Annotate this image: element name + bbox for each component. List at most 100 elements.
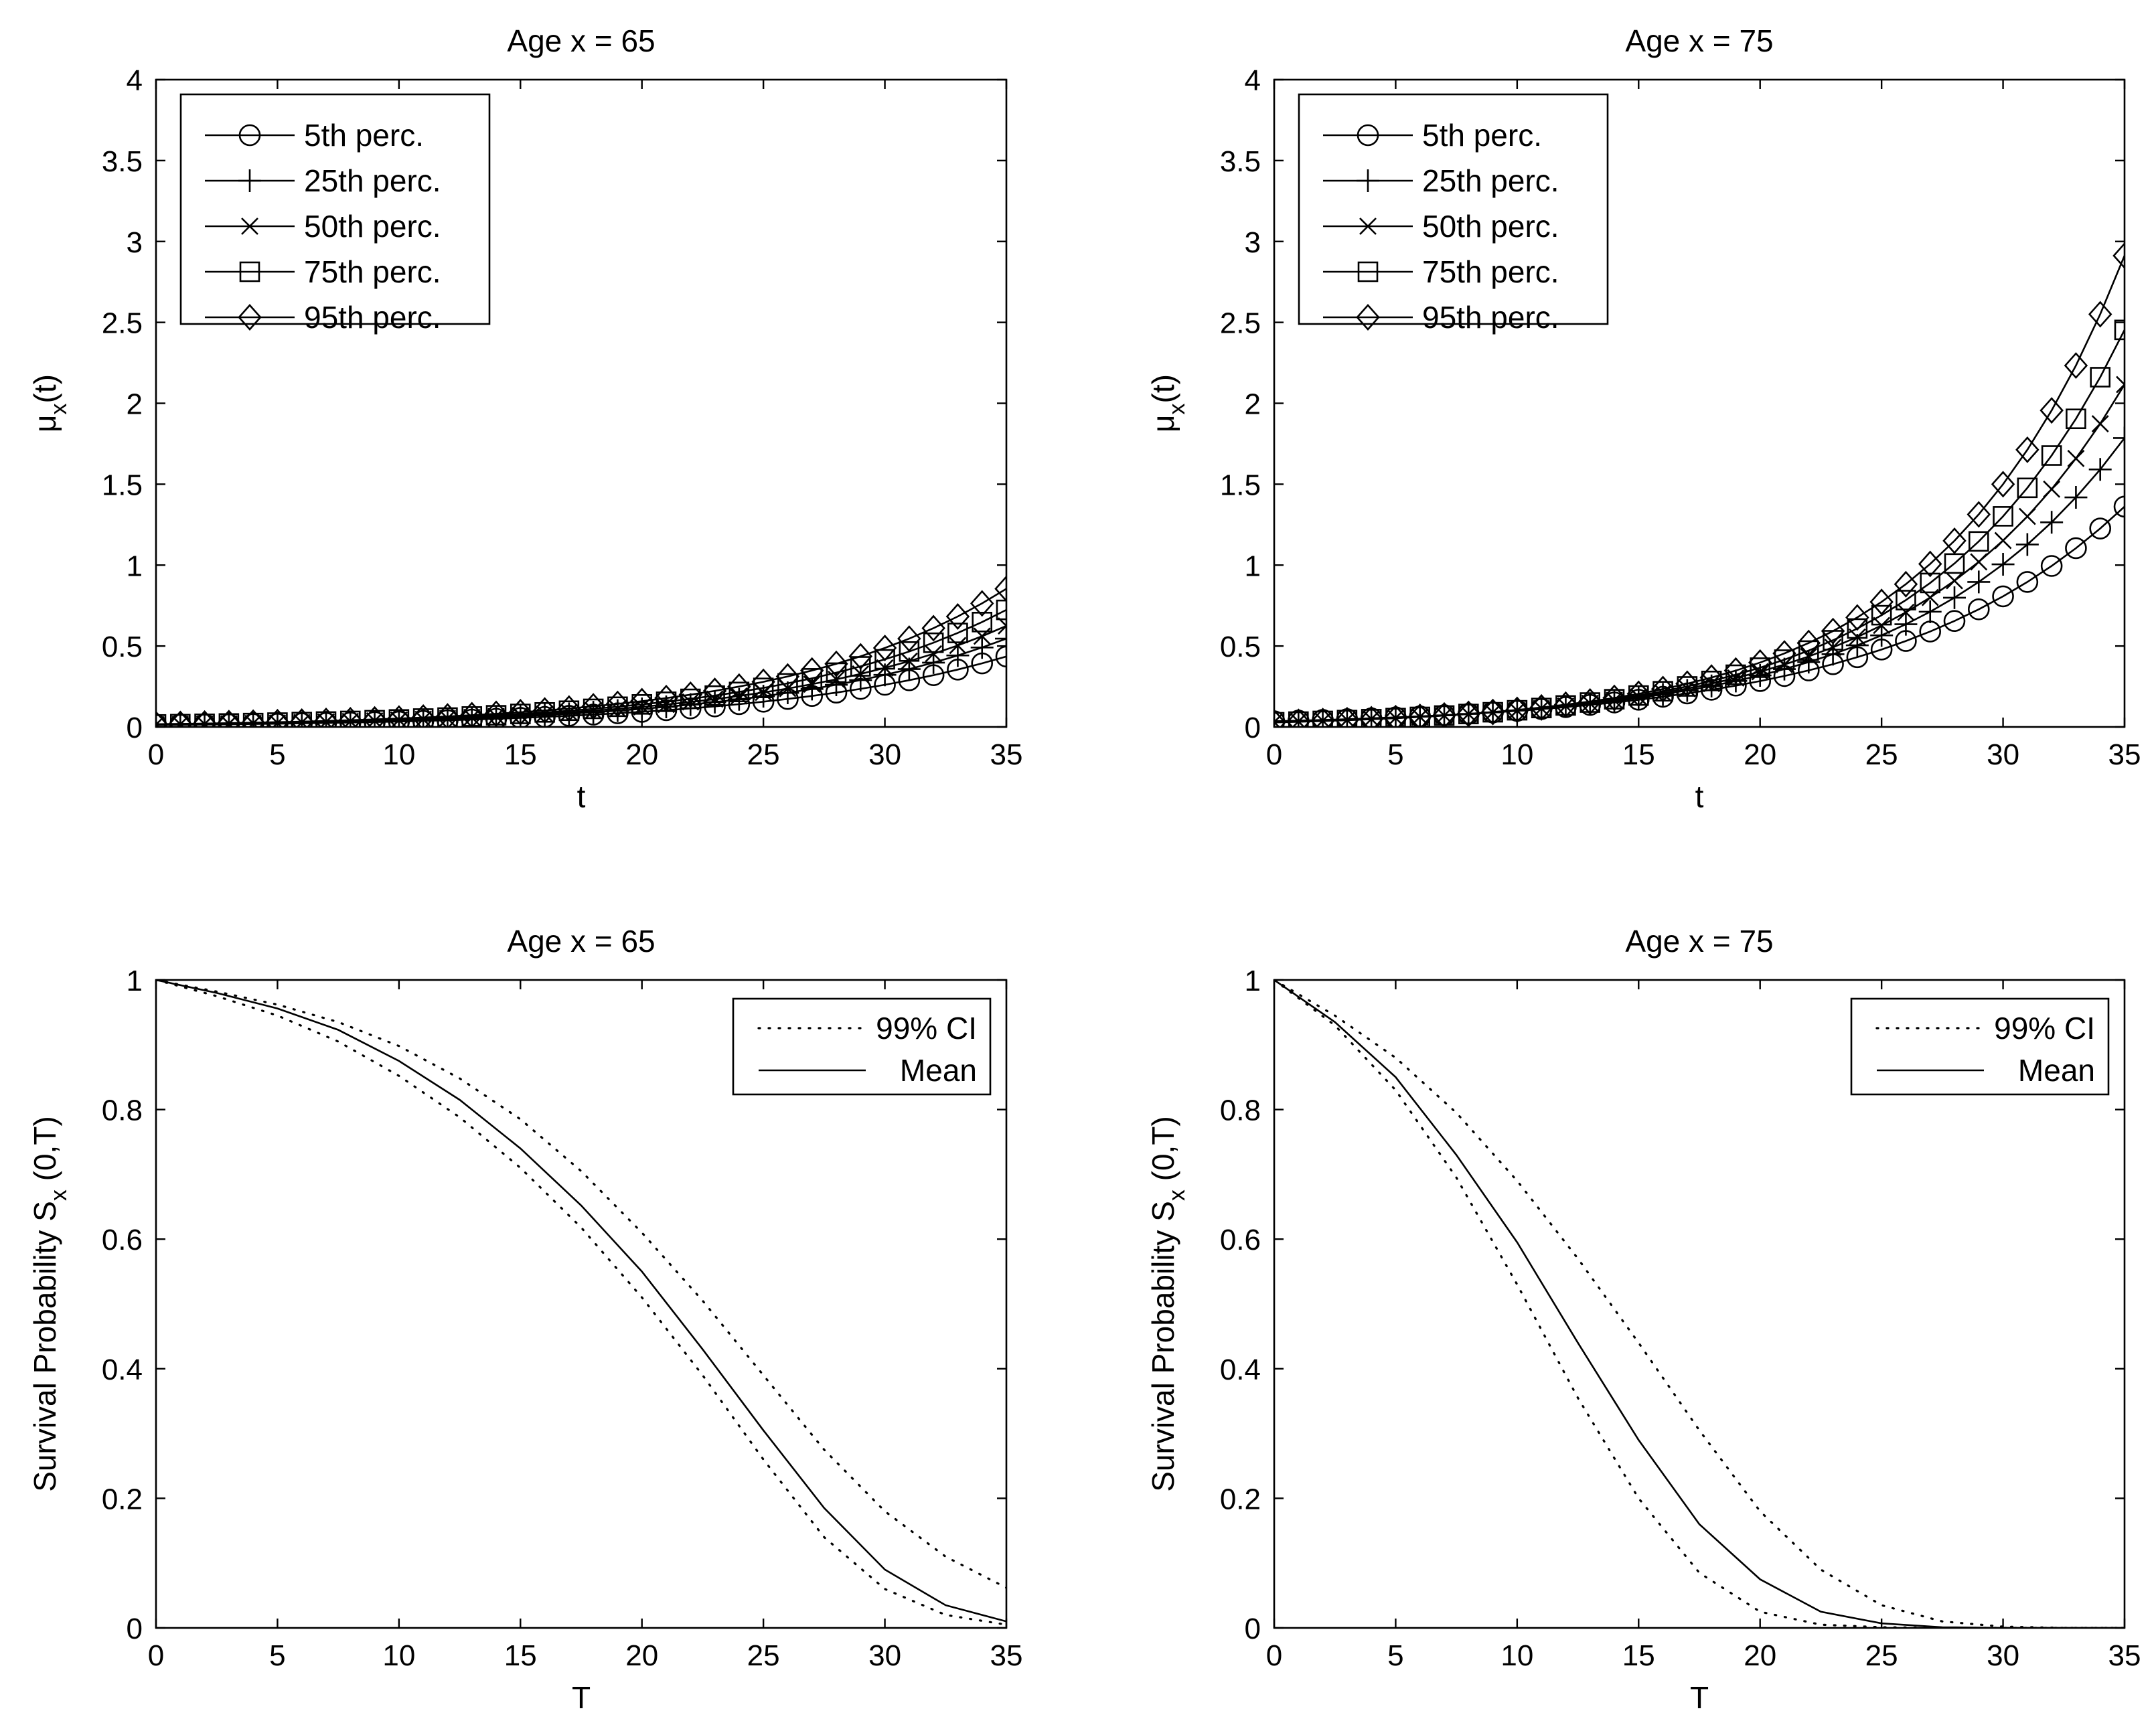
y-axis-label: μx(t) bbox=[1146, 374, 1190, 432]
circle-marker bbox=[2089, 517, 2112, 540]
plus-marker bbox=[1967, 570, 1991, 594]
chart-panel-3: 0 5 10 15 20 25 30 35 0 0.2 0.4 0.6 0.8 1 Age x = 65 T S… bbox=[27, 924, 1022, 1715]
diamond-marker bbox=[970, 590, 994, 617]
x-marker bbox=[1970, 553, 1988, 571]
x-tick-label: 35 bbox=[2108, 738, 2141, 771]
plus-marker bbox=[1894, 612, 1918, 636]
y-axis-label-rest: (t) bbox=[27, 374, 62, 403]
y-axis-label-base: Survival Probability S bbox=[1146, 1201, 1180, 1492]
square-marker bbox=[2041, 445, 2062, 466]
y-tick-label: 1 bbox=[1245, 550, 1261, 582]
plot-frame bbox=[1273, 78, 2126, 728]
x-tick-label: 5 bbox=[269, 738, 285, 771]
chart-title: Age x = 75 bbox=[1625, 23, 1773, 58]
plus-marker bbox=[825, 673, 848, 697]
plus-marker bbox=[946, 644, 970, 667]
square-marker bbox=[1750, 657, 1771, 678]
square-marker bbox=[801, 668, 823, 689]
y-tick-label: 3 bbox=[1245, 226, 1261, 259]
square-marker bbox=[947, 623, 968, 643]
x-marker bbox=[512, 706, 530, 724]
circle-marker bbox=[995, 645, 1006, 668]
legend-plus-marker bbox=[1357, 169, 1379, 192]
y-tick-label: 1.5 bbox=[1220, 469, 1261, 501]
square-marker bbox=[1725, 664, 1746, 685]
circle-marker bbox=[2016, 571, 2039, 593]
plus-marker bbox=[2040, 511, 2064, 534]
square-marker bbox=[996, 599, 1006, 621]
plus-marker bbox=[922, 651, 945, 674]
y-axis-label: Survival Probability Sx (0,T) bbox=[27, 1116, 72, 1492]
series-line-95th-perc- bbox=[156, 588, 1006, 726]
series-line-99-ci bbox=[1274, 980, 2125, 1628]
x-tick-label: 20 bbox=[1744, 738, 1776, 771]
x-marker bbox=[2116, 376, 2125, 394]
square-marker bbox=[923, 632, 944, 653]
chart-title: Age x = 65 bbox=[507, 924, 655, 959]
diamond-marker bbox=[654, 684, 678, 712]
diamond-marker bbox=[1359, 706, 1383, 727]
legend-label: 50th perc. bbox=[1422, 209, 1559, 244]
legend-box bbox=[1850, 997, 2110, 1096]
square-marker bbox=[704, 685, 725, 706]
diamond-marker bbox=[727, 673, 751, 700]
x-tick-label: 20 bbox=[625, 738, 658, 771]
y-tick-label: 0.4 bbox=[1220, 1353, 1261, 1386]
square-marker bbox=[1847, 618, 1868, 639]
chart-panel-1: 0 5 10 15 20 25 30 35 0 0.5 1 1.5 2 2.5 3 3.5 4 Age x = 6… bbox=[27, 23, 1022, 814]
circle-marker bbox=[2040, 555, 2063, 577]
y-axis-label: μx(t) bbox=[27, 374, 72, 432]
diamond-marker bbox=[1894, 570, 1918, 598]
series-line-95th-perc- bbox=[1274, 255, 2125, 724]
y-tick-label: 2 bbox=[1245, 388, 1261, 421]
x-tick-label: 10 bbox=[382, 738, 415, 771]
y-tick-label: 1 bbox=[127, 965, 143, 997]
plot-data bbox=[156, 980, 1006, 1626]
plot-frame bbox=[155, 78, 1008, 728]
y-axis-label-base: Survival Probability S bbox=[27, 1201, 62, 1492]
diamond-marker bbox=[1310, 708, 1335, 727]
x-marker bbox=[1606, 691, 1623, 710]
diamond-marker bbox=[289, 708, 314, 727]
plus-marker bbox=[1870, 624, 1894, 647]
plus-marker bbox=[849, 669, 872, 692]
y-axis-label: Survival Probability Sx (0,T) bbox=[1146, 1116, 1190, 1492]
legend-label: 25th perc. bbox=[304, 163, 441, 198]
diamond-marker bbox=[435, 703, 460, 727]
legend-diamond-marker bbox=[1356, 304, 1380, 331]
diamond-marker bbox=[387, 705, 411, 727]
diamond-marker bbox=[2039, 397, 2064, 424]
diamond-marker bbox=[156, 710, 168, 727]
x-tick-label: 0 bbox=[148, 738, 164, 771]
legend-label: Mean bbox=[900, 1053, 977, 1088]
square-marker bbox=[1993, 506, 2013, 527]
diamond-marker bbox=[1796, 629, 1821, 657]
square-marker bbox=[874, 649, 895, 670]
x-tick-label: 30 bbox=[1987, 738, 2019, 771]
diamond-marker bbox=[1626, 680, 1651, 708]
x-marker bbox=[2067, 450, 2085, 467]
legend-x-marker bbox=[1359, 218, 1377, 235]
diamond-marker bbox=[338, 706, 363, 727]
series-line-99-ci bbox=[1274, 980, 2125, 1628]
y-tick-label: 2.5 bbox=[102, 307, 143, 340]
x-marker bbox=[487, 708, 505, 726]
diamond-marker bbox=[751, 668, 775, 695]
y-tick-label: 3 bbox=[127, 226, 143, 259]
plus-marker bbox=[655, 695, 678, 718]
diamond-marker bbox=[824, 650, 848, 677]
square-marker bbox=[899, 641, 920, 662]
y-axis-label-subscript: x bbox=[46, 403, 72, 414]
diamond-marker bbox=[1821, 617, 1845, 645]
legend-label: 75th perc. bbox=[304, 254, 441, 289]
y-tick-label: 0.5 bbox=[102, 631, 143, 663]
x-tick-label: 0 bbox=[1266, 1639, 1282, 1672]
chart-panel-4: 0 5 10 15 20 25 30 35 0 0.2 0.4 0.6 0.8 1 Age x = 75 T S… bbox=[1146, 924, 2141, 1715]
circle-marker bbox=[2065, 537, 2087, 560]
diamond-marker bbox=[1335, 706, 1359, 727]
diamond-marker bbox=[897, 625, 921, 653]
diamond-marker bbox=[362, 706, 387, 727]
legend: 5th perc. 25th perc. 50th perc. 75th perc. 9… bbox=[179, 93, 491, 335]
diamond-marker bbox=[1274, 709, 1286, 727]
plus-marker bbox=[2113, 426, 2125, 450]
